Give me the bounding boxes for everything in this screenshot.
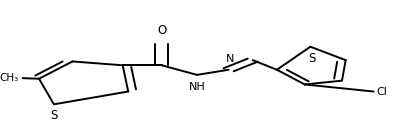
Text: Cl: Cl [377,87,387,97]
Text: O: O [157,24,166,37]
Text: CH₃: CH₃ [0,73,19,83]
Text: NH: NH [189,82,205,92]
Text: S: S [50,109,58,122]
Text: S: S [309,52,316,65]
Text: N: N [226,54,235,64]
